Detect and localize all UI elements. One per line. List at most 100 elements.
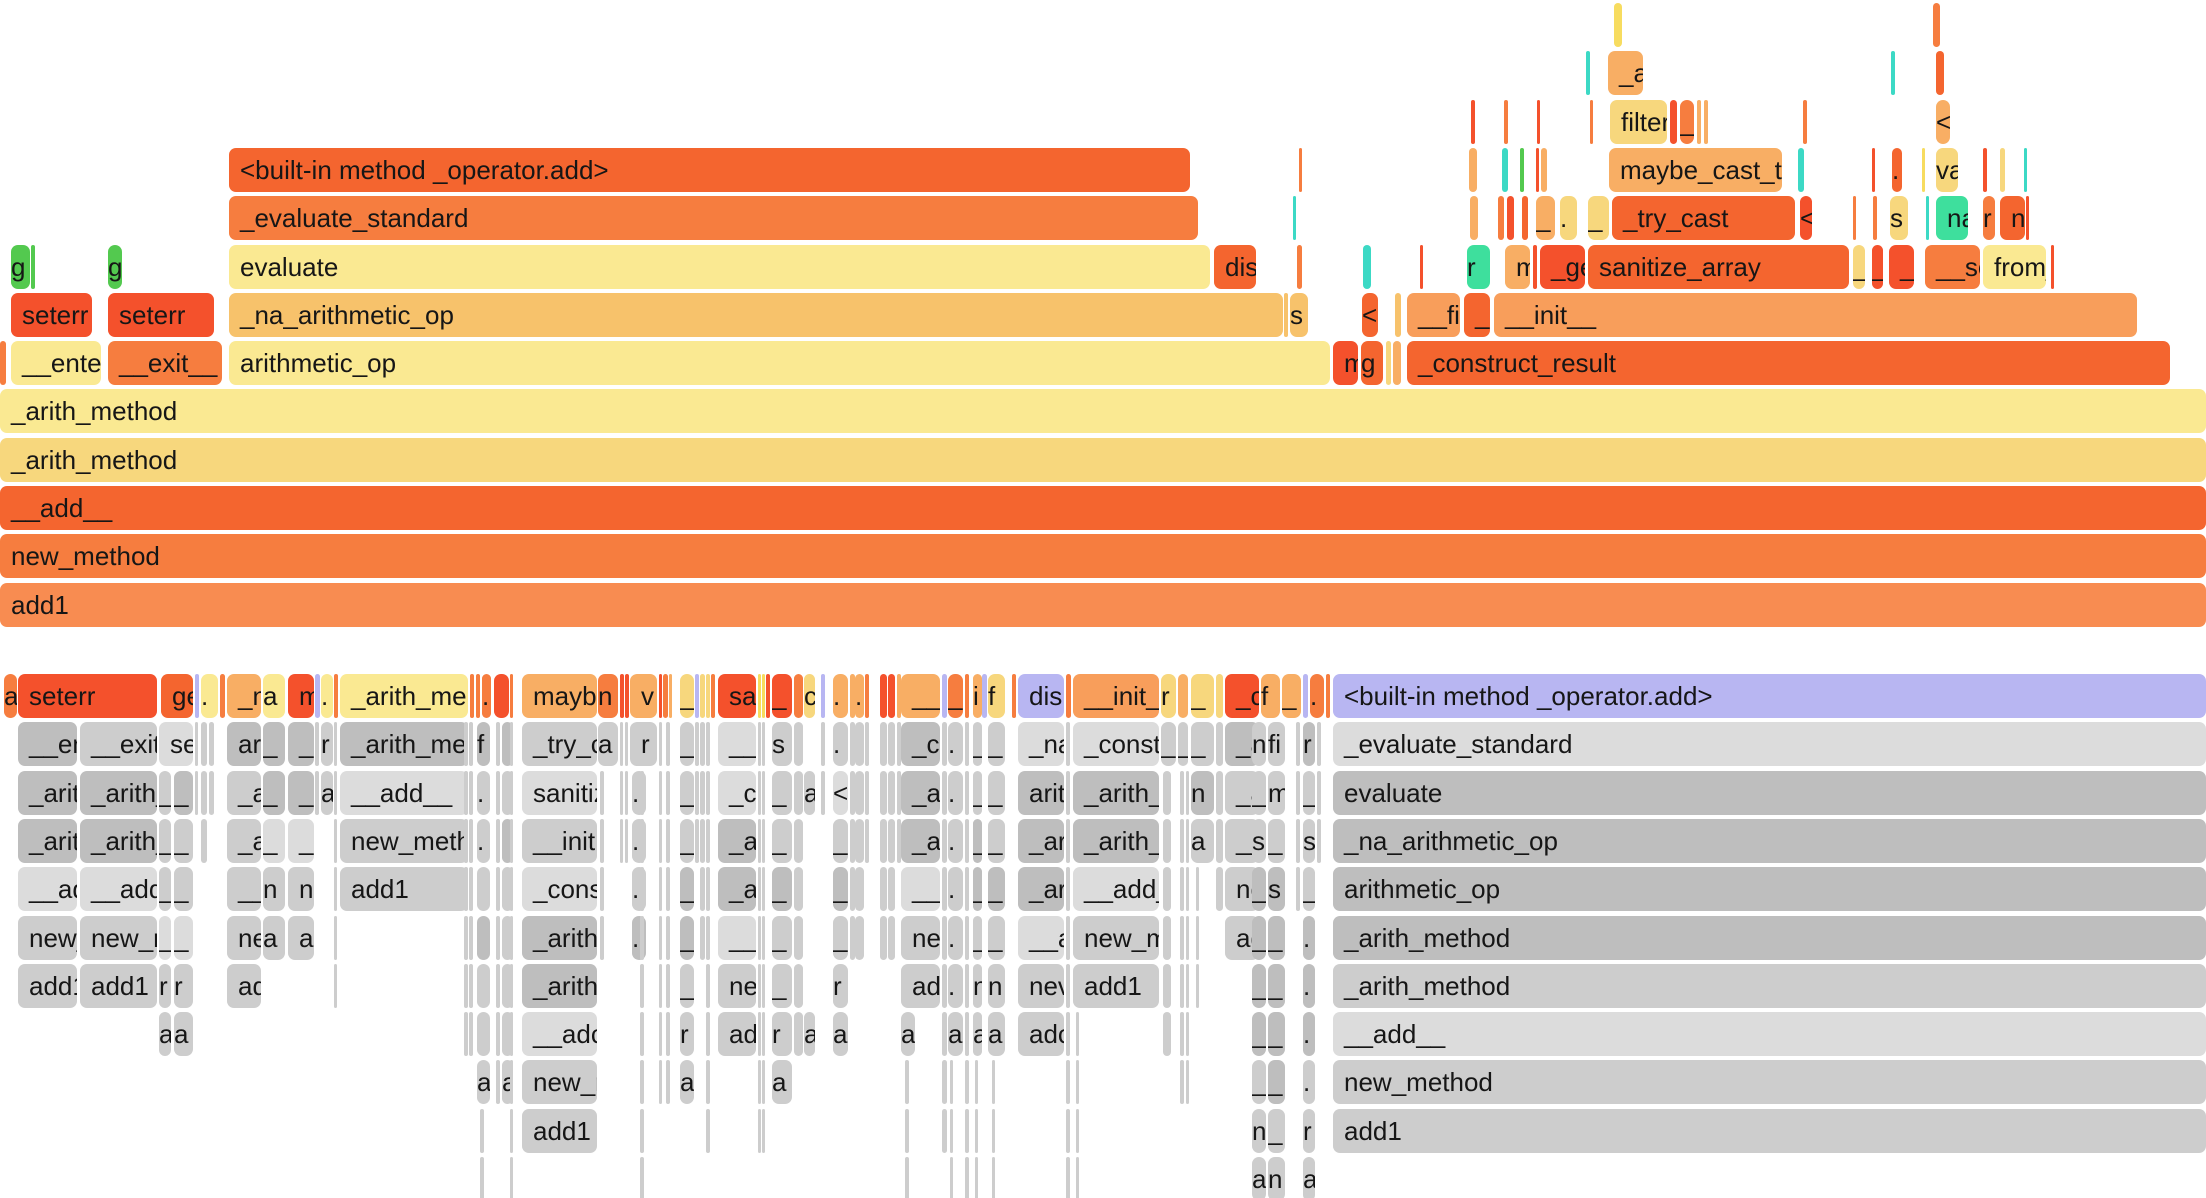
caller-frame[interactable]: _ [988, 722, 1005, 767]
leaf-frame[interactable]: f [988, 674, 1005, 718]
trace-sliver[interactable] [201, 818, 207, 863]
trace-sliver[interactable] [1216, 867, 1223, 912]
caller-frame[interactable]: . [1303, 963, 1315, 1008]
trace-sliver[interactable] [1216, 722, 1223, 767]
flame-frame[interactable]: _ [1680, 99, 1694, 144]
trace-sliver[interactable] [975, 1108, 978, 1153]
trace-sliver[interactable] [706, 770, 710, 815]
trace-sliver[interactable] [480, 1108, 484, 1153]
trace-sliver[interactable] [888, 722, 895, 767]
flame-frame[interactable] [1872, 147, 1875, 192]
trace-sliver[interactable] [992, 1108, 995, 1153]
trace-sliver[interactable] [888, 770, 895, 815]
trace-sliver[interactable] [758, 1108, 761, 1153]
caller-frame[interactable]: _ [1252, 1012, 1266, 1057]
trace-sliver[interactable] [1317, 770, 1321, 815]
trace-sliver[interactable] [659, 818, 662, 863]
caller-frame[interactable]: _arit [18, 818, 77, 863]
caller-frame[interactable]: _ar [1018, 867, 1064, 912]
caller-frame[interactable]: _ [1252, 867, 1266, 912]
leaf-frame[interactable] [220, 674, 225, 718]
caller-frame[interactable] [502, 915, 513, 960]
trace-sliver[interactable] [625, 818, 628, 863]
caller-frame[interactable]: __ent [18, 722, 77, 767]
trace-sliver[interactable] [625, 722, 628, 767]
trace-sliver[interactable] [496, 963, 500, 1008]
caller-frame[interactable]: _arit [18, 770, 77, 815]
caller-frame[interactable]: _ [680, 963, 694, 1008]
caller-frame[interactable]: _a [718, 818, 756, 863]
caller-frame[interactable]: ac [288, 915, 314, 960]
trace-sliver[interactable] [666, 867, 670, 912]
trace-sliver[interactable] [950, 1157, 953, 1198]
trace-sliver[interactable] [880, 770, 887, 815]
caller-frame[interactable]: add1 [80, 963, 157, 1008]
trace-sliver[interactable] [496, 722, 500, 767]
flame-frame[interactable]: n [2000, 196, 2025, 241]
caller-frame[interactable]: _ [973, 915, 982, 960]
caller-frame[interactable]: _ [1252, 963, 1266, 1008]
caller-frame[interactable]: _ [680, 915, 694, 960]
caller-frame[interactable]: sanitiz [522, 770, 597, 815]
caller-frame[interactable]: _ [988, 770, 1005, 815]
caller-frame[interactable]: _a [288, 770, 314, 815]
trace-sliver[interactable] [758, 770, 761, 815]
trace-sliver[interactable] [942, 1108, 947, 1153]
trace-sliver[interactable] [850, 722, 855, 767]
caller-frame[interactable]: _arith_method [1333, 915, 2206, 960]
caller-frame[interactable]: _ [833, 818, 848, 863]
trace-sliver[interactable] [640, 915, 644, 960]
caller-frame[interactable] [502, 963, 513, 1008]
trace-sliver[interactable] [659, 867, 662, 912]
caller-frame[interactable]: < [833, 770, 848, 815]
trace-sliver[interactable] [625, 770, 628, 815]
trace-sliver[interactable] [992, 1060, 995, 1105]
caller-frame[interactable] [477, 1012, 490, 1057]
caller-frame[interactable] [477, 963, 490, 1008]
trace-sliver[interactable] [496, 915, 500, 960]
flame-frame[interactable]: disp [1214, 244, 1256, 289]
trace-sliver[interactable] [850, 915, 855, 960]
caller-frame[interactable]: r [321, 722, 333, 767]
caller-frame[interactable]: ne [718, 963, 756, 1008]
trace-sliver[interactable] [469, 722, 473, 767]
flame-frame[interactable]: na [1936, 196, 1968, 241]
leaf-frame[interactable] [850, 674, 855, 718]
trace-sliver[interactable] [700, 915, 705, 960]
caller-frame[interactable]: _ [174, 770, 193, 815]
leaf-frame[interactable] [669, 674, 672, 718]
caller-frame[interactable]: __ad [18, 867, 77, 912]
caller-frame[interactable]: _ [973, 770, 982, 815]
flame-frame[interactable] [2051, 244, 2054, 289]
trace-sliver[interactable] [965, 915, 969, 960]
trace-sliver[interactable] [469, 1012, 473, 1057]
flame-frame[interactable]: __add__ [0, 486, 2206, 530]
trace-sliver[interactable] [666, 1060, 670, 1105]
trace-sliver[interactable] [942, 963, 947, 1008]
flame-frame[interactable] [1590, 99, 1593, 144]
flame-frame[interactable]: _s [1889, 244, 1914, 289]
trace-sliver[interactable] [1196, 915, 1199, 960]
caller-frame[interactable]: _ar [901, 818, 940, 863]
leaf-frame[interactable]: _n [227, 674, 261, 718]
caller-frame[interactable]: __adc [522, 1012, 597, 1057]
flame-frame[interactable]: __enter__ [11, 341, 101, 386]
trace-sliver[interactable] [1066, 1060, 1070, 1105]
caller-frame[interactable]: se [159, 722, 193, 767]
trace-sliver[interactable] [464, 722, 468, 767]
caller-frame[interactable]: add1 [1073, 963, 1159, 1008]
trace-sliver[interactable] [496, 818, 500, 863]
selected-leaf-frame[interactable] [195, 674, 199, 718]
trace-sliver[interactable] [794, 1012, 803, 1057]
flame-frame[interactable] [1498, 196, 1504, 241]
leaf-frame[interactable] [700, 674, 705, 718]
trace-sliver[interactable] [666, 770, 670, 815]
trace-sliver[interactable] [706, 818, 710, 863]
trace-sliver[interactable] [905, 1157, 909, 1198]
caller-frame[interactable]: . [948, 722, 963, 767]
trace-sliver[interactable] [1317, 722, 1321, 767]
leaf-frame[interactable]: seterr [18, 674, 157, 718]
caller-frame[interactable]: __exit_ [80, 722, 157, 767]
leaf-frame[interactable]: maybe [522, 674, 597, 718]
trace-sliver[interactable] [469, 818, 473, 863]
